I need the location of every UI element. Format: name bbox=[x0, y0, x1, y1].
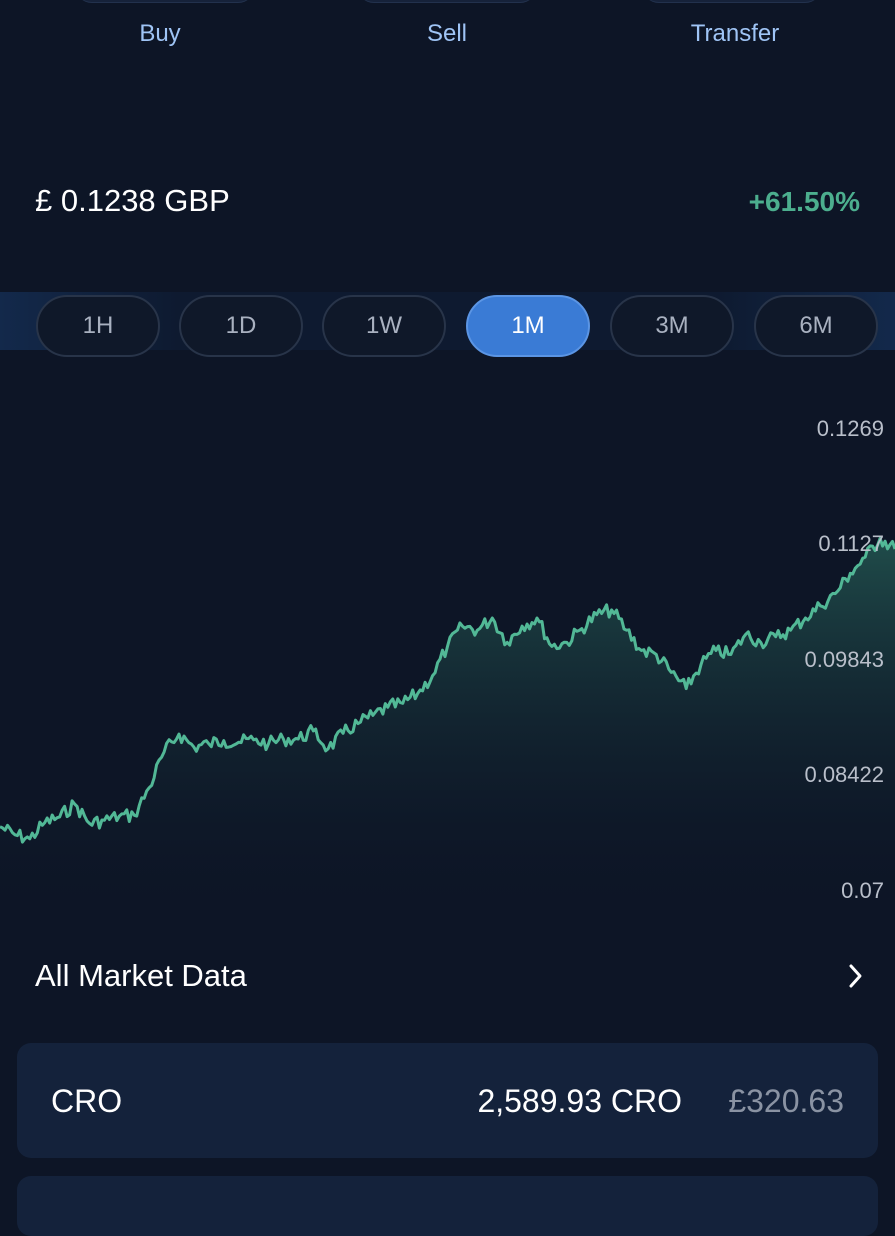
chart-price-line bbox=[0, 536, 895, 844]
price-change-percent: +61.50% bbox=[748, 186, 860, 217]
top-actions: Buy Sell Transfer bbox=[0, 0, 895, 70]
sell-button-outline bbox=[357, 0, 537, 3]
transfer-button[interactable]: Transfer bbox=[690, 20, 780, 47]
all-market-data-label: All Market Data bbox=[35, 958, 247, 993]
all-market-data-link[interactable]: All Market Data bbox=[35, 958, 865, 998]
range-button-1h[interactable]: 1H bbox=[36, 295, 160, 357]
holding-symbol: CRO bbox=[51, 1083, 123, 1119]
sell-button[interactable]: Sell bbox=[426, 20, 468, 47]
holding-value: £320.63 bbox=[728, 1083, 844, 1119]
range-button-1m[interactable]: 1M bbox=[466, 295, 590, 357]
y-axis-tick-label: 0.08422 bbox=[804, 762, 884, 787]
buy-button-outline bbox=[75, 0, 255, 3]
y-axis-tick-label: 0.1127 bbox=[818, 531, 884, 556]
chevron-right-icon bbox=[849, 964, 862, 988]
range-button-1w[interactable]: 1W bbox=[322, 295, 446, 357]
price-chart-svg: 0.1269 0.1127 0.09843 0.08422 0.07 bbox=[0, 416, 895, 920]
range-button-6m[interactable]: 6M bbox=[754, 295, 878, 357]
y-axis-tick-label: 0.09843 bbox=[804, 647, 884, 672]
current-price: £ 0.1238 GBP bbox=[35, 183, 230, 218]
chart-area-fill bbox=[0, 538, 895, 920]
next-card[interactable] bbox=[17, 1176, 878, 1236]
holding-card[interactable]: CRO 2,589.93 CRO £320.63 bbox=[17, 1043, 878, 1158]
y-axis-tick-label: 0.07 bbox=[841, 878, 884, 903]
range-button-1d[interactable]: 1D bbox=[179, 295, 303, 357]
y-axis-tick-label: 0.1269 bbox=[817, 416, 884, 441]
holding-amount: 2,589.93 CRO bbox=[477, 1083, 682, 1119]
price-chart[interactable]: 0.1269 0.1127 0.09843 0.08422 0.07 bbox=[0, 400, 895, 920]
transfer-button-outline bbox=[642, 0, 822, 3]
range-button-3m[interactable]: 3M bbox=[610, 295, 734, 357]
buy-button[interactable]: Buy bbox=[139, 20, 181, 47]
